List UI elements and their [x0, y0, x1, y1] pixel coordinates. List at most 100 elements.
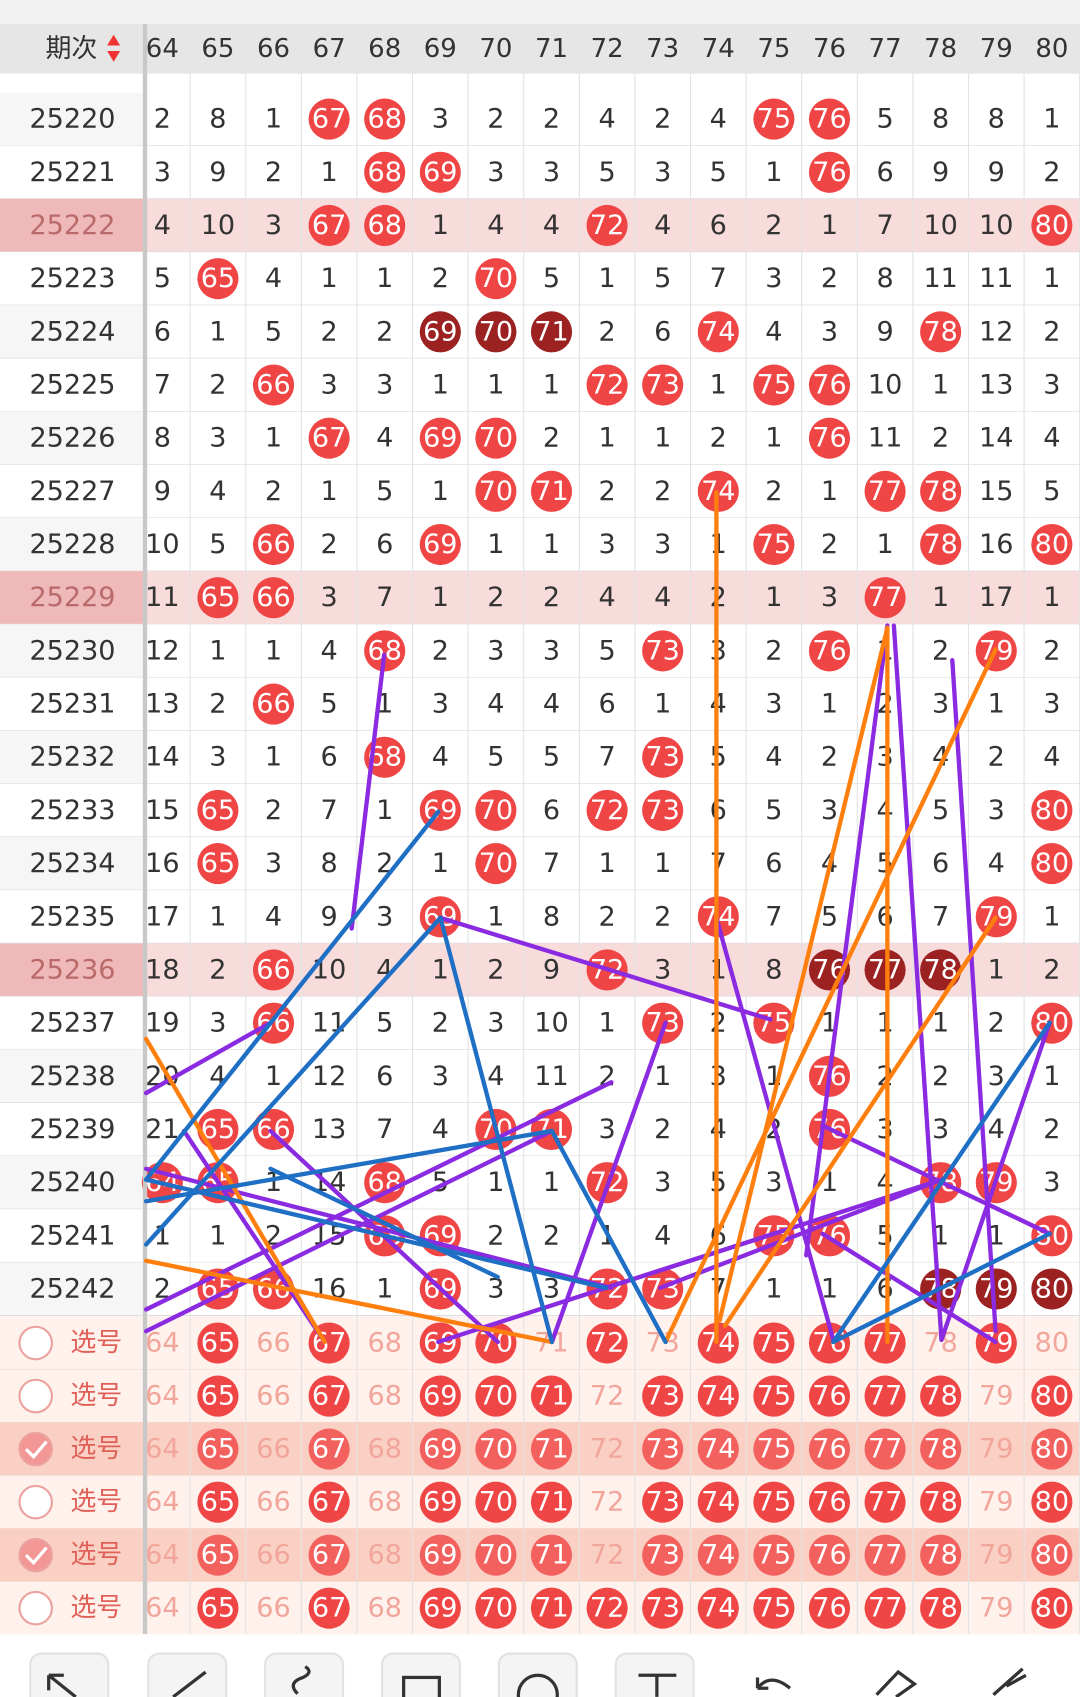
- sel-ball: [1031, 1534, 1073, 1576]
- cell: 1: [932, 582, 949, 613]
- ball: [864, 949, 906, 991]
- cell: 5: [876, 1220, 893, 1251]
- cell: 7: [154, 370, 171, 401]
- cell: 67: [312, 423, 346, 454]
- cell: 1: [209, 635, 226, 666]
- sel-ball: [197, 1534, 239, 1576]
- cell: 67: [312, 104, 346, 135]
- cell: 3: [543, 157, 560, 188]
- cell: 10: [979, 210, 1013, 241]
- cell: 1: [1043, 582, 1060, 613]
- cell: 8: [543, 901, 560, 932]
- period-bg: [0, 198, 147, 252]
- period-bg: [0, 358, 147, 412]
- cell: 8: [932, 104, 949, 135]
- sel-number: 64: [145, 1487, 179, 1518]
- header-col: 79: [980, 34, 1013, 64]
- cell: 15: [145, 795, 179, 826]
- ball: [419, 523, 461, 566]
- cell: 2: [543, 1220, 560, 1251]
- sel-number: 76: [812, 1434, 846, 1465]
- cell: 1: [432, 954, 449, 985]
- blue-lines: [143, 809, 1052, 1345]
- sel-ball: [753, 1587, 795, 1629]
- cell: 11: [534, 1061, 568, 1092]
- period-bg: [0, 783, 147, 837]
- cell: 66: [256, 582, 290, 613]
- drawn-lines: [143, 490, 1052, 1345]
- cell: 2: [154, 104, 171, 135]
- cell: 1: [654, 423, 671, 454]
- period: 25240: [29, 1167, 115, 1198]
- cell: 8: [876, 263, 893, 294]
- sel-number: 74: [701, 1487, 735, 1518]
- cell: 4: [432, 1114, 449, 1145]
- cell: 6: [765, 848, 782, 879]
- cell: 69: [423, 157, 457, 188]
- ball: [1031, 789, 1073, 831]
- sel-ball: [475, 1481, 517, 1523]
- tool-rect[interactable]: [380, 1652, 461, 1697]
- cell: 2: [209, 689, 226, 720]
- cell: 70: [479, 476, 513, 507]
- sel-number: 75: [757, 1593, 791, 1624]
- cell: 2: [821, 529, 838, 560]
- row-bg: [0, 890, 1080, 944]
- sel-ball: [308, 1534, 350, 1576]
- ball: [586, 364, 628, 406]
- cell: 2: [154, 1274, 171, 1305]
- ball: [642, 789, 684, 831]
- sel-number: 75: [757, 1381, 791, 1412]
- sel-number: 64: [145, 1593, 179, 1624]
- period-bg: [0, 1209, 147, 1263]
- cell: 5: [598, 157, 615, 188]
- cell: 2: [543, 423, 560, 454]
- cell: 1: [1043, 263, 1060, 294]
- cell: 4: [932, 742, 949, 773]
- ball: [864, 470, 906, 512]
- cell: 3: [876, 1114, 893, 1145]
- cell: 3: [654, 157, 671, 188]
- sel-ball: [419, 1587, 461, 1629]
- sel-number: 68: [367, 1434, 401, 1465]
- cell: 2: [765, 635, 782, 666]
- sel-ball: [1031, 1587, 1073, 1629]
- tool-line[interactable]: [147, 1652, 228, 1697]
- sel-number: 69: [423, 1381, 457, 1412]
- sel-ball: [920, 1481, 962, 1523]
- cell: 3: [432, 1061, 449, 1092]
- cell: 65: [201, 263, 235, 294]
- header-col: 73: [646, 34, 679, 64]
- cell: 80: [1035, 1274, 1069, 1305]
- cell: 3: [487, 1274, 504, 1305]
- cell: 2: [932, 635, 949, 666]
- header-col: 75: [757, 34, 790, 64]
- cell: 69: [423, 423, 457, 454]
- cell: 80: [1035, 210, 1069, 241]
- cell: 66: [256, 1114, 290, 1145]
- sel-ball: [808, 1428, 851, 1470]
- cell: 3: [265, 210, 282, 241]
- ball: [975, 1268, 1017, 1310]
- period: 25221: [29, 157, 115, 188]
- period: 25236: [29, 954, 115, 985]
- cell: 5: [876, 104, 893, 135]
- sel-number: 65: [201, 1381, 235, 1412]
- sel-ball: [864, 1481, 906, 1523]
- orange-lines: [143, 490, 998, 1345]
- cell: 17: [979, 582, 1013, 613]
- ball: [1031, 204, 1073, 247]
- cell: 65: [201, 582, 235, 613]
- header-top: [0, 0, 1080, 24]
- sel-ball: [475, 1534, 517, 1576]
- cell: 1: [265, 1167, 282, 1198]
- cell: 1: [876, 1008, 893, 1039]
- sel-ball: [197, 1428, 239, 1470]
- sel-number: 69: [423, 1434, 457, 1465]
- header-border: [142, 23, 148, 74]
- cell: 2: [1043, 635, 1060, 666]
- period-bg: [0, 624, 147, 678]
- cell: 1: [487, 370, 504, 401]
